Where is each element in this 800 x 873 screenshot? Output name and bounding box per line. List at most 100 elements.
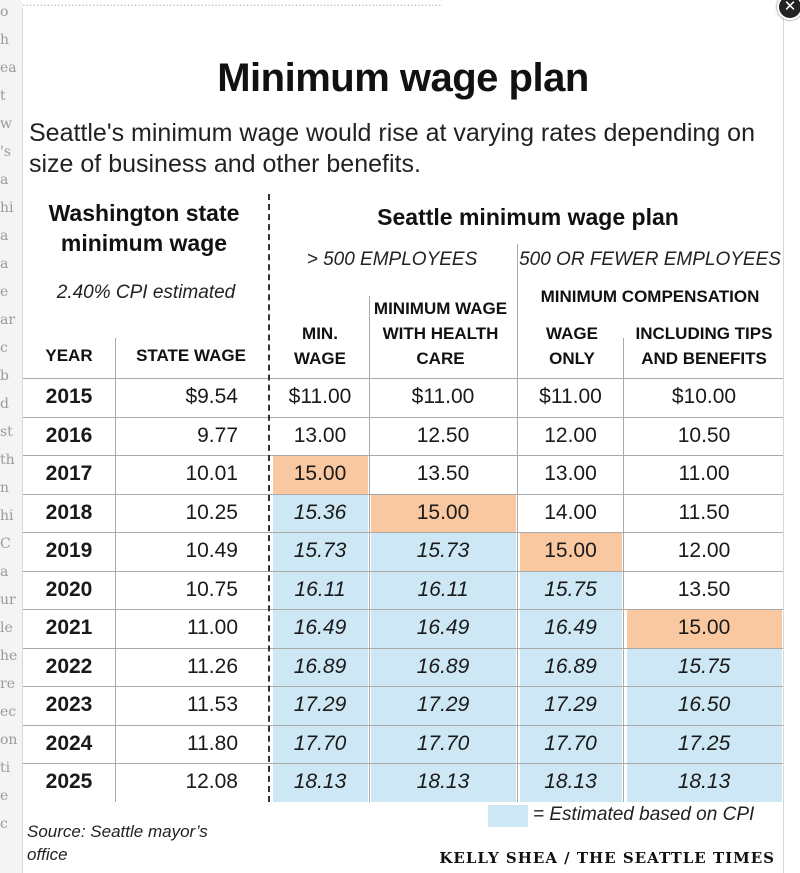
- wage-cell: 10.25: [185, 500, 238, 524]
- wage-cell: 13.00: [544, 462, 597, 485]
- wage-cell: 17.70: [416, 731, 470, 755]
- wage-cell: 15.00: [293, 462, 347, 485]
- col-header-wage-only: WAGE ONLY: [546, 324, 598, 368]
- wage-cell: 16.49: [544, 616, 597, 639]
- background-text-fragment: 's: [0, 144, 12, 160]
- background-text-fragment: hi: [0, 508, 14, 524]
- table-row-divider: [23, 647, 783, 649]
- close-icon[interactable]: ✕: [777, 0, 800, 20]
- background-text-fragment: c: [0, 816, 8, 832]
- col-header-health-care: MINIMUM WAGE WITH HEALTH CARE: [373, 299, 508, 368]
- background-text-fragment: b: [0, 368, 9, 384]
- wage-cell: 11.26: [187, 654, 238, 678]
- min-comp-label: MINIMUM COMPENSATION: [540, 287, 760, 306]
- wage-cell: 11.53: [187, 693, 238, 716]
- wage-cell: 9.77: [197, 423, 238, 447]
- wage-cell: 11.00: [678, 462, 730, 485]
- wage-cell: 17.29: [416, 693, 470, 716]
- wage-cell: 17.70: [293, 731, 347, 755]
- wage-cell: 10.49: [185, 539, 238, 562]
- background-text-fragment: a: [0, 172, 9, 188]
- table-row-divider: [23, 724, 783, 726]
- wage-cell: 16.49: [293, 616, 347, 639]
- table-column-divider: [115, 338, 116, 802]
- wage-cell: 13.00: [293, 423, 347, 447]
- year-cell: 2018: [45, 500, 93, 524]
- group-divider: [517, 244, 518, 802]
- table-row-divider: [23, 532, 783, 533]
- wage-cell: $10.00: [671, 385, 737, 408]
- wage-cell: 12.00: [677, 539, 731, 562]
- wage-cell: 13.50: [677, 577, 731, 601]
- background-text-fragment: a: [0, 228, 9, 244]
- infographic-card: Minimum wage plan Seattle's minimum wage…: [22, 8, 784, 873]
- background-text-fragment: th: [0, 452, 15, 468]
- year-cell: 2020: [45, 577, 93, 601]
- background-text-fragment: a: [0, 564, 9, 580]
- table-row-divider: [23, 686, 783, 687]
- wage-cell: 11.80: [187, 731, 238, 755]
- background-text-fragment: d: [0, 396, 9, 412]
- wage-cell: 16.11: [294, 577, 346, 601]
- table-column-divider: [623, 338, 624, 802]
- background-text-fragment: w: [0, 116, 12, 132]
- wage-cell: 15.00: [544, 539, 597, 562]
- wage-cell: 12.00: [544, 423, 597, 447]
- wage-cell: 11.00: [187, 616, 238, 639]
- highlight-first-15: [520, 533, 622, 571]
- col-header-min-wage: MIN. WAGE: [294, 324, 346, 368]
- wage-cell: $11.00: [411, 385, 475, 408]
- background-text-fragment: t: [0, 88, 6, 104]
- col-header-year: YEAR: [45, 346, 93, 365]
- group-small-label: 500 OR FEWER EMPLOYEES: [519, 249, 781, 270]
- subtitle: Seattle's minimum wage would rise at var…: [29, 119, 755, 178]
- wage-cell: $9.54: [185, 385, 238, 408]
- wage-cell: 15.75: [677, 654, 731, 678]
- background-text-fragment: h: [0, 32, 10, 48]
- table-column-divider: [369, 296, 370, 802]
- year-cell: 2021: [45, 616, 93, 639]
- wage-cell: 16.50: [677, 693, 731, 716]
- wage-cell: 13.50: [416, 462, 470, 485]
- legend-label: = Estimated based on CPI: [533, 804, 755, 825]
- background-text-fragment: e: [0, 788, 9, 804]
- background-text-fragment: on: [0, 732, 18, 748]
- wage-cell: 12.50: [416, 423, 470, 447]
- background-text-fragment: a: [0, 256, 9, 272]
- year-cell: 2015: [45, 385, 93, 408]
- background-text-fragment: n: [0, 480, 10, 496]
- wage-cell: 11.50: [678, 500, 730, 524]
- wage-cell: 18.13: [293, 770, 347, 793]
- wa-header: Washington state minimum wage: [48, 200, 240, 256]
- year-cell: 2024: [45, 731, 93, 755]
- wage-cell: 10.50: [677, 423, 731, 447]
- highlight-estimated: [371, 533, 516, 802]
- wage-cell: 16.89: [544, 654, 597, 678]
- table-row-divider: [23, 416, 783, 418]
- background-text-fragment: c: [0, 340, 8, 356]
- year-cell: 2025: [45, 770, 93, 793]
- wa-cpi-note: 2.40% CPI estimated: [56, 282, 236, 303]
- highlight-first-15: [371, 494, 516, 532]
- wage-cell: 15.75: [544, 577, 597, 601]
- year-cell: 2023: [45, 693, 93, 716]
- background-text-fragment: ur: [0, 592, 16, 608]
- col-header-tips-benefits: INCLUDING TIPS AND BENEFITS: [635, 324, 773, 368]
- year-cell: 2017: [45, 462, 93, 485]
- background-text-fragment: C: [0, 536, 11, 552]
- wage-cell: 16.11: [417, 577, 469, 601]
- wage-cell: 18.13: [544, 770, 597, 793]
- credit-line: KELLY SHEA / THE SEATTLE TIMES: [439, 849, 775, 867]
- wage-cell: 10.75: [185, 577, 238, 601]
- wage-cell: 17.70: [544, 731, 597, 755]
- background-text-fragment: le: [0, 620, 13, 636]
- seattle-header: Seattle minimum wage plan: [377, 204, 679, 230]
- col-header-state-wage: STATE WAGE: [136, 346, 246, 365]
- group-large-label: > 500 EMPLOYEES: [306, 249, 478, 270]
- highlight-first-15: [273, 456, 368, 494]
- table-row-divider: [23, 455, 783, 456]
- wage-cell: $11.00: [539, 385, 602, 408]
- wage-cell: 15.73: [416, 539, 470, 562]
- table-row-divider: [23, 378, 783, 379]
